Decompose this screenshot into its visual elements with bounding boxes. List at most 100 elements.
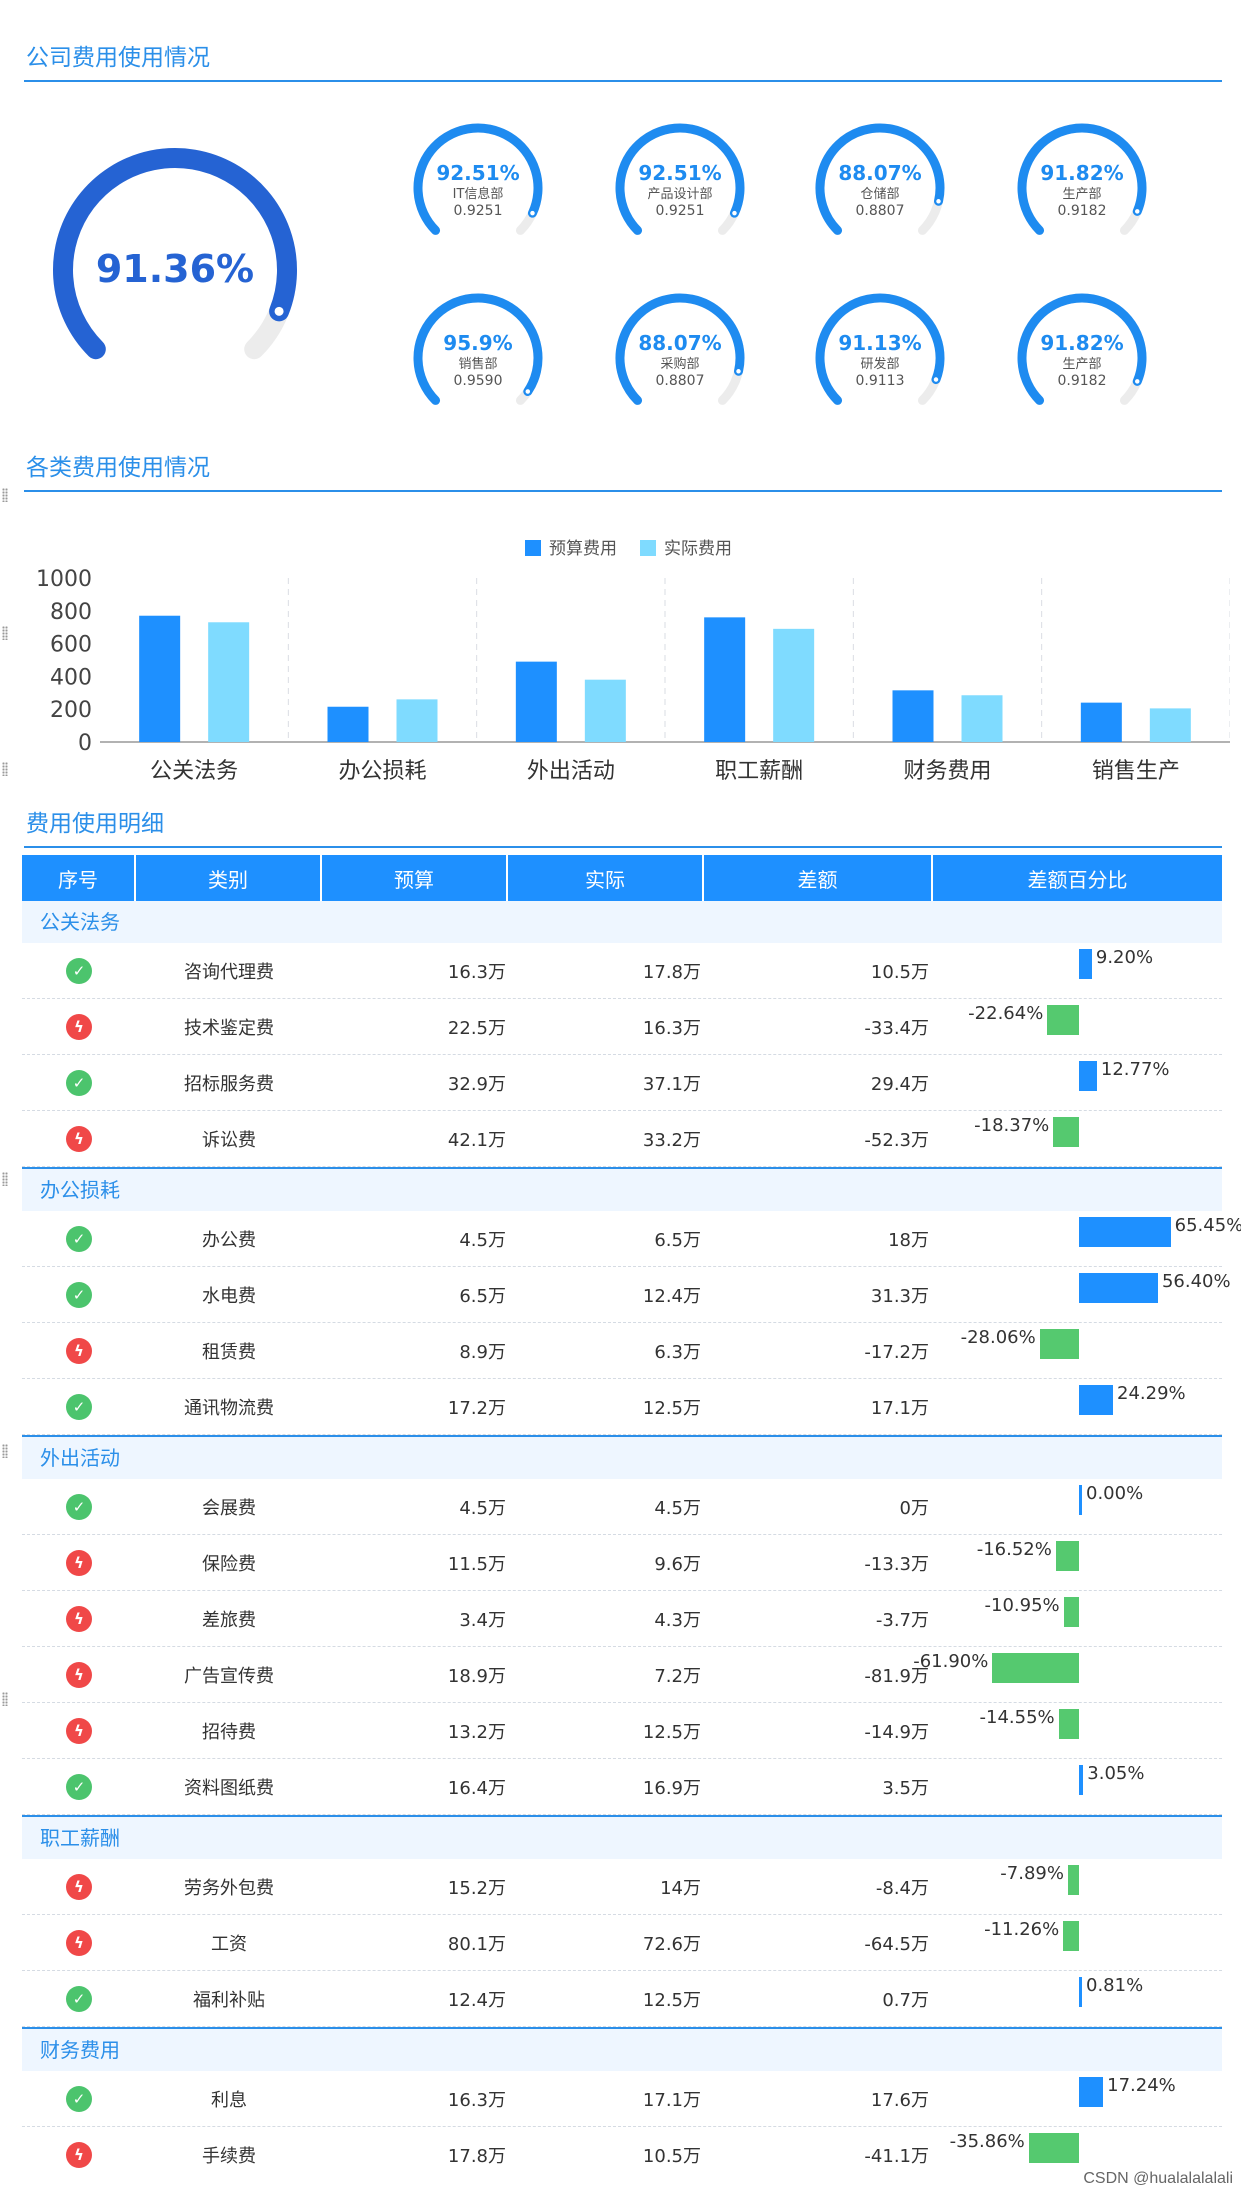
budget-cell: 32.9万 xyxy=(447,1073,506,1095)
x-tick-label: 职工薪酬 xyxy=(715,759,803,784)
diff-percent-bar xyxy=(1047,1005,1079,1035)
category-cell: 保险费 xyxy=(202,1553,256,1575)
bar-actual[interactable] xyxy=(584,679,626,742)
bar-budget[interactable] xyxy=(1080,702,1122,742)
table-row: ✓ 福利补贴 12.4万 12.5万 0.7万 0.81% xyxy=(22,1971,1222,2027)
category-cell: 诉讼费 xyxy=(202,1129,256,1151)
bar-budget[interactable] xyxy=(515,661,557,742)
gauge-pointer xyxy=(1133,377,1142,386)
gauge-department: 研发部 xyxy=(860,356,899,372)
status-cell: ✓ xyxy=(22,957,136,984)
diff-percent-label: -35.86% xyxy=(949,2131,1025,2152)
actual-cell: 14万 xyxy=(660,1877,701,1899)
actual-cell: 6.5万 xyxy=(654,1229,701,1251)
diff-percent-label: -7.89% xyxy=(1000,1863,1064,1884)
bar-budget[interactable] xyxy=(327,706,369,742)
cost-detail-table: 序号 类别 预算 实际 差额 差额百分比 公关法务 ✓ 咨询代理费 16.3万 17.8… xyxy=(22,855,1241,2182)
y-tick-label: 1000 xyxy=(36,567,92,592)
diff-cell: -3.7万 xyxy=(875,1609,929,1631)
section-title-cost-detail: 费用使用明细 xyxy=(24,806,1222,848)
actual-cell: 16.3万 xyxy=(642,1017,701,1039)
drag-handle[interactable] xyxy=(2,626,8,640)
category-cell: 咨询代理费 xyxy=(184,961,274,983)
bar-actual[interactable] xyxy=(208,622,250,742)
table-row: ϟ 招待费 13.2万 12.5万 -14.9万 -14.55% xyxy=(22,1703,1222,1759)
gauge-progress xyxy=(815,293,945,405)
category-cell: 手续费 xyxy=(202,2145,256,2167)
diff-percent-cell: 3.05% xyxy=(929,1759,1222,1814)
diff-cell: 29.4万 xyxy=(870,1073,929,1095)
drag-handle[interactable] xyxy=(2,1444,8,1458)
category-cell: 工资 xyxy=(211,1933,247,1955)
legend-label: 实际费用 xyxy=(664,539,732,559)
header-actual: 实际 xyxy=(508,855,704,901)
check-icon: ✓ xyxy=(66,1985,92,2012)
category-bar-chart: 预算费用 实际费用 0 200 400 600 800 1000 公关法务 办公损耗 外出活动 职工薪… xyxy=(36,539,1230,784)
table-row: ✓ 招标服务费 32.9万 37.1万 29.4万 12.77% xyxy=(22,1055,1222,1111)
category-cell: 福利补贴 xyxy=(193,1989,265,2011)
bar-actual[interactable] xyxy=(396,699,438,742)
diff-percent-cell: -35.86% xyxy=(929,2127,1222,2182)
bar-budget[interactable] xyxy=(704,617,746,742)
gauge-department: 仓储部 xyxy=(860,187,899,202)
actual-cell: 17.1万 xyxy=(642,2089,701,2111)
legend-label: 预算费用 xyxy=(549,539,617,559)
budget-cell: 4.5万 xyxy=(459,1229,506,1251)
diff-percent-label: -14.55% xyxy=(979,1707,1055,1728)
diff-percent-label: -16.52% xyxy=(976,1539,1052,1560)
bar-budget[interactable] xyxy=(892,690,934,742)
gauge-value: 0.8807 xyxy=(856,203,905,219)
drag-handle[interactable] xyxy=(2,1172,8,1186)
diff-percent-bar xyxy=(1079,1977,1082,2007)
category-cell: 广告宣传费 xyxy=(184,1665,274,1687)
lightning-icon: ϟ xyxy=(66,1873,92,1900)
drag-handle[interactable] xyxy=(2,762,8,776)
drag-handle[interactable] xyxy=(2,1692,8,1706)
table-row: ✓ 利息 16.3万 17.1万 17.6万 17.24% xyxy=(22,2071,1222,2127)
status-cell: ϟ xyxy=(22,1549,136,1576)
status-cell: ϟ xyxy=(22,1929,136,1956)
diff-percent-label: -11.26% xyxy=(984,1919,1060,1940)
diff-percent-bar xyxy=(1079,1765,1084,1795)
gauge-value: 0.8807 xyxy=(656,373,705,389)
diff-percent-bar xyxy=(1079,1273,1158,1303)
table-row: ϟ 诉讼费 42.1万 33.2万 -52.3万 -18.37% xyxy=(22,1111,1222,1167)
bar-actual[interactable] xyxy=(961,695,1003,742)
y-tick-label: 200 xyxy=(50,698,92,723)
gauge-value: 0.9113 xyxy=(856,373,905,389)
gauge-pointer xyxy=(932,375,940,384)
drag-handle[interactable] xyxy=(2,488,8,502)
header-category: 类别 xyxy=(136,855,322,901)
gauge-percent: 95.9% xyxy=(443,331,512,355)
table-row: ✓ 办公费 4.5万 6.5万 18万 65.45% xyxy=(22,1211,1241,1267)
section-title-category-cost: 各类费用使用情况 xyxy=(24,450,1222,492)
bar-actual[interactable] xyxy=(773,628,815,742)
diff-percent-bar xyxy=(1079,1485,1082,1515)
bar-budget[interactable] xyxy=(139,615,181,742)
actual-cell: 12.5万 xyxy=(642,1721,701,1743)
diff-percent-cell: 65.45% xyxy=(929,1211,1241,1266)
diff-percent-cell: 9.20% xyxy=(929,943,1222,998)
category-cell: 利息 xyxy=(211,2089,247,2111)
table-row: ϟ 广告宣传费 18.9万 7.2万 -81.9万 -61.90% xyxy=(22,1647,1222,1703)
diff-percent-bar xyxy=(1053,1117,1079,1147)
lightning-icon: ϟ xyxy=(66,1717,92,1744)
gauge-progress xyxy=(815,123,945,235)
y-tick-label: 0 xyxy=(78,731,92,756)
gauge-department: 生产部 xyxy=(1062,187,1101,202)
status-cell: ✓ xyxy=(22,1281,136,1308)
status-cell: ✓ xyxy=(22,1493,136,1520)
diff-percent-label: 9.20% xyxy=(1095,947,1154,968)
diff-percent-label: -22.64% xyxy=(968,1003,1044,1024)
main-gauge: 91.36% xyxy=(53,148,297,360)
group-header: 公关法务 xyxy=(22,901,1222,943)
gauge-department: IT信息部 xyxy=(453,186,504,202)
diff-percent-bar xyxy=(1039,1329,1079,1359)
category-cell: 招待费 xyxy=(202,1721,256,1743)
bar-actual[interactable] xyxy=(1149,708,1191,742)
diff-cell: -14.9万 xyxy=(864,1721,929,1743)
